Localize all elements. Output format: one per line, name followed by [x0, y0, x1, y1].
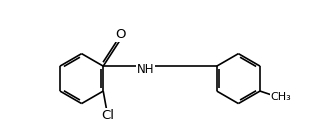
- Text: Cl: Cl: [101, 109, 115, 122]
- Text: O: O: [116, 28, 126, 41]
- Text: CH₃: CH₃: [270, 92, 291, 103]
- Text: NH: NH: [137, 63, 154, 76]
